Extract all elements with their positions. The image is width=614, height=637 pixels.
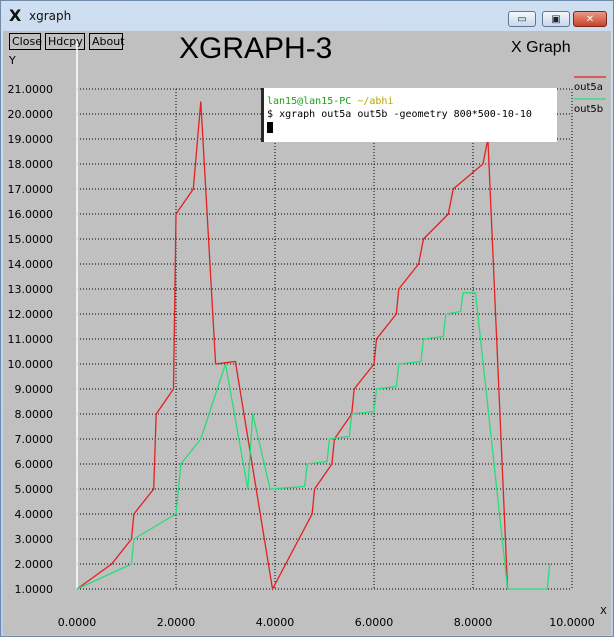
- x-tick-label: 4.0000: [256, 616, 295, 629]
- y-tick-label: 3.0000: [15, 533, 54, 546]
- y-tick-label: 21.0000: [8, 83, 54, 96]
- terminal-prompt: $: [267, 109, 274, 120]
- about-button[interactable]: About: [89, 33, 125, 50]
- x-tick-label: 8.0000: [454, 616, 493, 629]
- y-tick-label: 9.0000: [15, 383, 54, 396]
- x-tick-label: 10.0000: [549, 616, 595, 629]
- maximize-button[interactable]: ▣: [542, 11, 570, 27]
- y-tick-label: 16.0000: [8, 208, 54, 221]
- graph-area: Close Hdcpy About XGRAPH-3 X Graph 1.000…: [3, 31, 611, 635]
- y-tick-label: 18.0000: [8, 158, 54, 171]
- y-tick-label: 12.0000: [8, 308, 54, 321]
- series-line-out5a: [76, 101, 509, 592]
- y-tick-label: 19.0000: [8, 133, 54, 146]
- window-close-button[interactable]: ✕: [573, 11, 607, 27]
- y-tick-label: 10.0000: [8, 358, 54, 371]
- close-button[interactable]: Close: [9, 33, 42, 50]
- y-tick-label: 8.0000: [15, 408, 54, 421]
- terminal-command: xgraph out5a out5b -geometry 800*500-10-…: [279, 109, 532, 120]
- terminal-overlay: lan15@lan15-PC ~/abhi $ xgraph out5a out…: [261, 88, 557, 142]
- y-tick-label: 14.0000: [8, 258, 54, 271]
- y-tick-label: 1.0000: [15, 583, 54, 596]
- y-tick-label: 17.0000: [8, 183, 54, 196]
- chart-subtitle: X Graph: [511, 39, 571, 56]
- y-tick-label: 7.0000: [15, 433, 54, 446]
- window-title: xgraph: [29, 9, 72, 23]
- hdcpy-button[interactable]: Hdcpy: [45, 33, 85, 50]
- y-tick-label: 5.0000: [15, 483, 54, 496]
- terminal-user: lan15@lan15-PC: [267, 96, 352, 107]
- series-line-out5b: [76, 292, 551, 590]
- y-tick-label: 2.0000: [15, 558, 54, 571]
- terminal-path: ~/abhi: [357, 96, 394, 107]
- x-axis-label: X: [600, 606, 607, 617]
- line-chart: 1.0000 2.0000 3.0000 4.0000 5.0000 6.0000 7.00…: [8, 41, 607, 629]
- terminal-cursor: [267, 121, 273, 133]
- y-axis-label: Y: [8, 54, 16, 67]
- y-tick-label: 11.0000: [8, 333, 54, 346]
- x-tick-label: 0.0000: [58, 616, 97, 629]
- y-tick-label: 20.0000: [8, 108, 54, 121]
- chart-title: XGRAPH-3: [179, 32, 333, 65]
- y-tick-label: 4.0000: [15, 508, 54, 521]
- y-tick-label: 6.0000: [15, 458, 54, 471]
- y-tick-label: 13.0000: [8, 283, 54, 296]
- x-tick-label: 2.0000: [157, 616, 196, 629]
- legend-label-out5b: out5b: [574, 104, 603, 115]
- legend-label-out5a: out5a: [574, 82, 603, 93]
- x-logo-icon: X: [9, 6, 22, 25]
- x-tick-label: 6.0000: [355, 616, 394, 629]
- y-tick-label: 15.0000: [8, 233, 54, 246]
- title-bar[interactable]: X xgraph ▭ ▣ ✕: [1, 1, 613, 31]
- minimize-button[interactable]: ▭: [508, 11, 536, 27]
